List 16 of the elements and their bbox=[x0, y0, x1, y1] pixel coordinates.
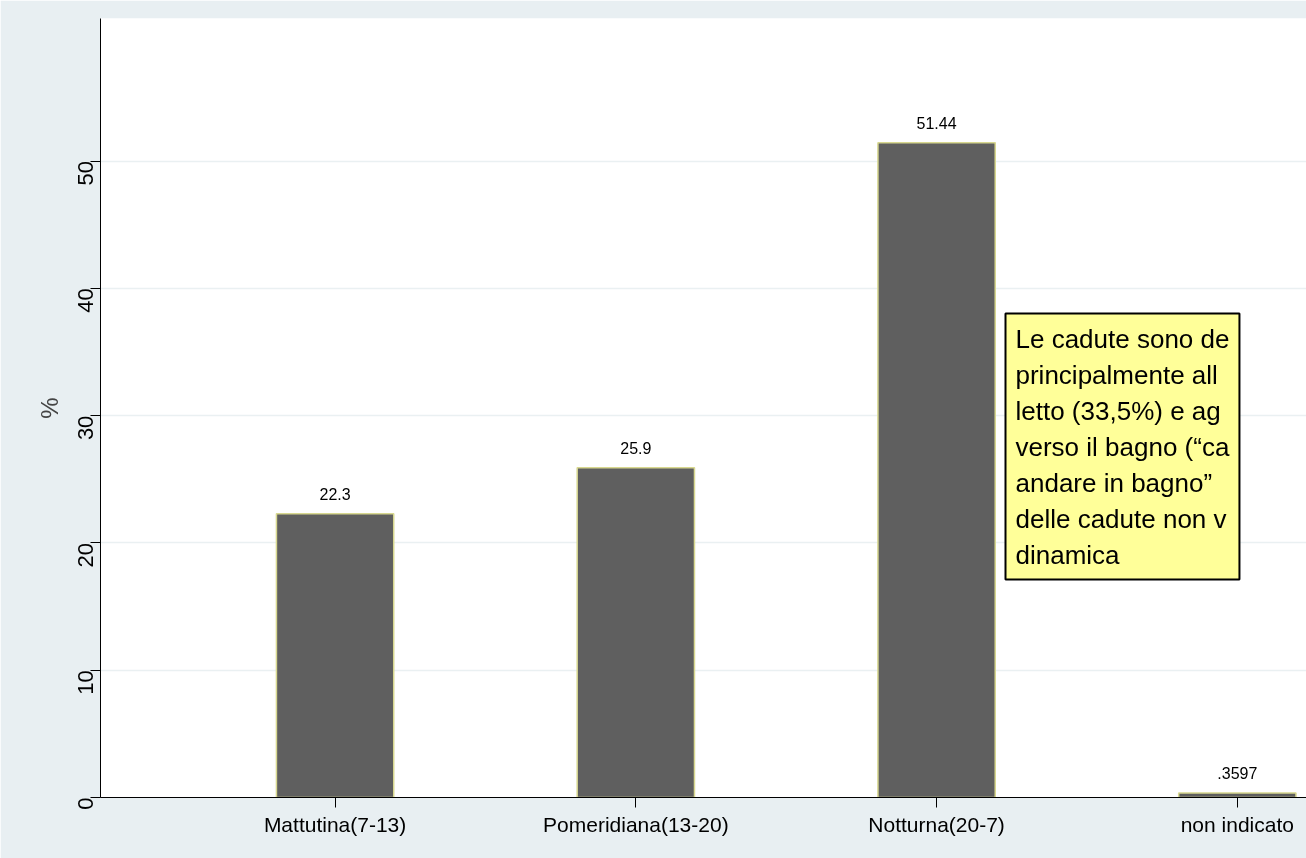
x-tick-label: Pomeridiana(13-20) bbox=[543, 812, 729, 836]
y-tick-label: 50 bbox=[73, 161, 98, 186]
y-tick-label: 10 bbox=[73, 670, 98, 695]
data-label: 51.44 bbox=[916, 114, 957, 132]
y-tick-label: 20 bbox=[73, 542, 98, 568]
y-axis-title: % bbox=[35, 397, 63, 419]
annotation: Le cadute sono de principalmente all letto (33,5%) e ag verso il bagno (“ca andare in bagno” delle cadute non v dinamica bbox=[1015, 323, 1230, 570]
x-tick-label: Mattutina(7-13) bbox=[263, 812, 407, 836]
y-tick-label: 0 bbox=[73, 797, 98, 810]
x-tick-label: non indicato bbox=[1180, 812, 1294, 836]
x-tick-label: Notturna(20-7) bbox=[868, 812, 1005, 836]
data-label: 25.9 bbox=[620, 439, 652, 457]
y-tick-label: 40 bbox=[73, 288, 98, 313]
y-tick-label: 30 bbox=[73, 415, 98, 441]
data-label: 22.3 bbox=[319, 485, 351, 503]
data-label: .3597 bbox=[1217, 764, 1258, 782]
